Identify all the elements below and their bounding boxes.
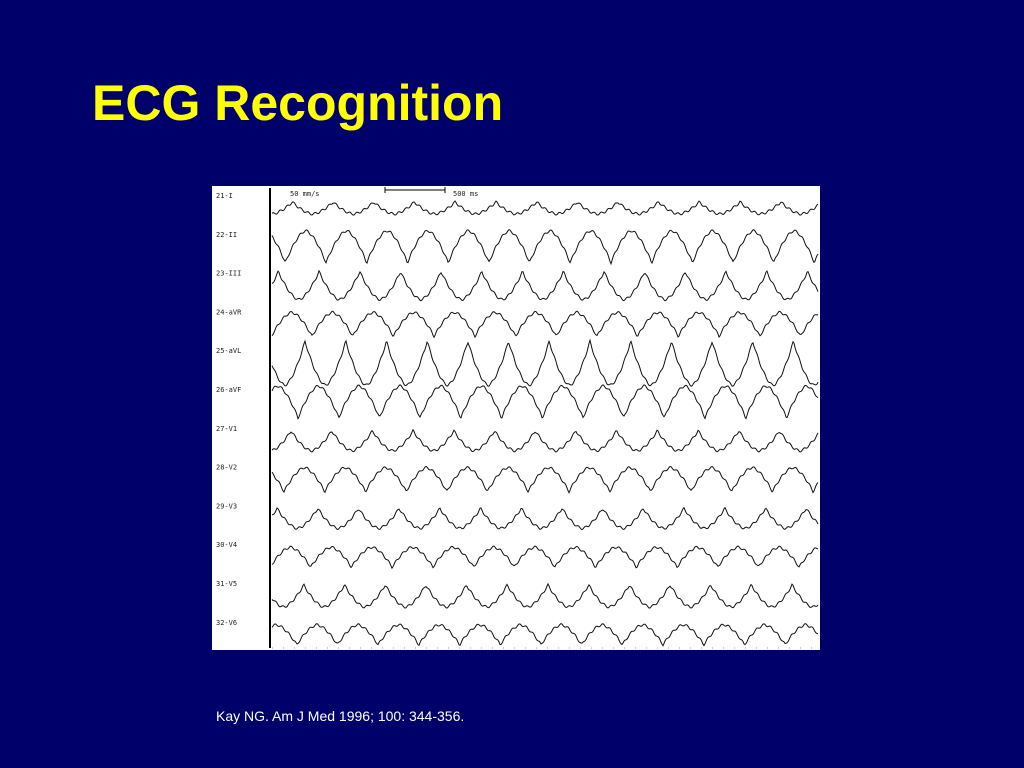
ecg-trace bbox=[271, 582, 819, 609]
ecg-trace bbox=[271, 545, 819, 570]
slide-title: ECG Recognition bbox=[92, 75, 504, 131]
ecg-trace bbox=[271, 229, 819, 266]
speed-label: 50 mm/s bbox=[290, 190, 320, 198]
lead-label: 21-I bbox=[216, 192, 233, 200]
lead-label: 23-III bbox=[216, 270, 241, 278]
ecg-trace bbox=[271, 338, 819, 387]
ecg-background bbox=[212, 186, 820, 650]
ecg-trace bbox=[271, 623, 819, 647]
lead-label: 31-V5 bbox=[216, 580, 237, 588]
ecg-trace bbox=[271, 506, 819, 531]
lead-label: 32-V6 bbox=[216, 619, 237, 627]
lead-label: 30-V4 bbox=[216, 541, 237, 549]
ecg-trace bbox=[271, 465, 819, 494]
lead-label: 26-aVF bbox=[216, 386, 241, 394]
scale-label: 500 ms bbox=[453, 190, 478, 198]
ecg-trace bbox=[271, 384, 819, 421]
lead-label: 25-aVL bbox=[216, 347, 241, 355]
ecg-trace bbox=[271, 310, 819, 339]
ecg-trace bbox=[271, 200, 819, 216]
ecg-image: 50 mm/s 500 ms 21-I 22-II 23-III 24-aVR 25-a… bbox=[212, 186, 820, 650]
lead-label: 29-V3 bbox=[216, 502, 237, 510]
ecg-trace bbox=[271, 428, 819, 453]
citation: Kay NG. Am J Med 1996; 100: 344-356. bbox=[216, 708, 465, 724]
ecg-trace bbox=[271, 269, 819, 302]
lead-label: 22-II bbox=[216, 231, 237, 239]
lead-label: 28-V2 bbox=[216, 464, 237, 472]
lead-label: 27-V1 bbox=[216, 425, 237, 433]
lead-label: 24-aVR bbox=[216, 308, 242, 316]
